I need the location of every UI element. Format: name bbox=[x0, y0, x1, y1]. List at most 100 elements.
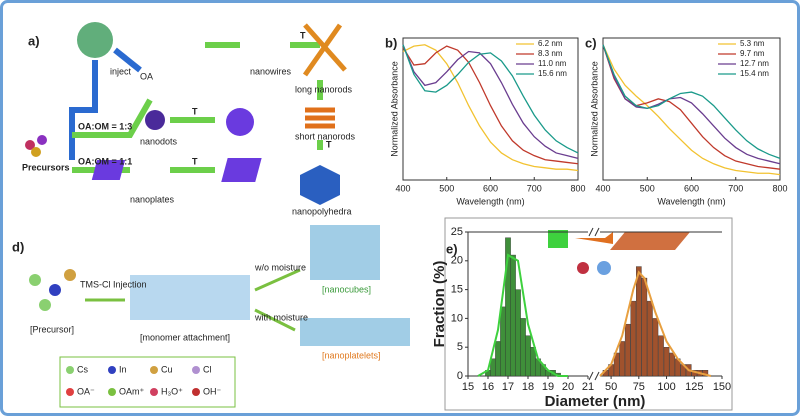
panel-label: c) bbox=[585, 35, 597, 50]
icon-molecule bbox=[577, 262, 589, 274]
panel-a: a) inject OA OA:OM = 1:3 OA:OM = 1:1 Pre… bbox=[22, 22, 356, 216]
atom bbox=[64, 269, 76, 281]
x-tick-label: 800 bbox=[772, 183, 787, 193]
label: with moisture bbox=[254, 312, 308, 322]
y-tick-label: 20 bbox=[451, 255, 463, 267]
icon-cube bbox=[548, 230, 568, 248]
nanodot bbox=[145, 110, 165, 130]
legend-swatch bbox=[66, 366, 74, 374]
label: nanowires bbox=[250, 66, 292, 76]
panel-label: b) bbox=[385, 35, 397, 50]
fit-line bbox=[477, 253, 568, 377]
bar bbox=[613, 352, 620, 377]
label: long nanorods bbox=[295, 84, 353, 94]
label: nanoplates bbox=[130, 194, 175, 204]
x-axis-label: Wavelength (nm) bbox=[657, 196, 725, 206]
x-axis-label: Wavelength (nm) bbox=[456, 196, 524, 206]
legend-label: Cl bbox=[203, 364, 212, 374]
icon-arrow bbox=[575, 232, 613, 244]
legend-label: OA⁻ bbox=[77, 386, 95, 396]
x-tick-label: 500 bbox=[439, 183, 454, 193]
label: nanopolyhedra bbox=[292, 206, 352, 216]
x-tick-label: 600 bbox=[483, 183, 498, 193]
x-tick-label: 700 bbox=[527, 183, 542, 193]
y-tick-label: 0 bbox=[457, 370, 463, 382]
bar bbox=[658, 335, 664, 377]
x-tick-label: 15 bbox=[462, 381, 474, 393]
line bbox=[602, 44, 781, 165]
x-tick-label: 700 bbox=[728, 183, 743, 193]
bar bbox=[520, 318, 526, 377]
label: OA:OM = 1:1 bbox=[78, 156, 132, 166]
x-tick-label: 21 bbox=[582, 381, 594, 393]
legend-label: OAm⁺ bbox=[119, 386, 145, 396]
label: w/o moisture bbox=[254, 262, 306, 272]
label: T bbox=[192, 156, 198, 166]
x-tick-label: 400 bbox=[595, 183, 610, 193]
x-tick-label: 150 bbox=[713, 381, 731, 393]
line bbox=[402, 44, 579, 172]
legend-swatch bbox=[108, 366, 116, 374]
bar bbox=[500, 306, 506, 377]
nanorod bbox=[302, 23, 347, 77]
monomers bbox=[130, 275, 250, 320]
x-tick-label: 75 bbox=[633, 381, 645, 393]
x-tick-label: 16 bbox=[482, 381, 494, 393]
legend-label: 15.4 nm bbox=[740, 69, 769, 78]
bar bbox=[530, 347, 536, 377]
icon-molecule bbox=[597, 261, 611, 275]
nanoplate bbox=[91, 160, 126, 180]
bar bbox=[663, 347, 670, 377]
legend-label: In bbox=[119, 364, 127, 374]
legend-swatch bbox=[192, 388, 200, 396]
nanodot bbox=[226, 108, 254, 136]
label: [nanocubes] bbox=[322, 284, 371, 294]
legend-swatch bbox=[108, 388, 116, 396]
x-tick-label: 800 bbox=[570, 183, 585, 193]
panel-label: e) bbox=[446, 241, 458, 256]
legend-swatch bbox=[150, 366, 158, 374]
label: OA:OM = 1:3 bbox=[78, 121, 132, 131]
x-tick-label: 500 bbox=[640, 183, 655, 193]
line bbox=[402, 44, 579, 159]
line bbox=[602, 44, 781, 159]
bar bbox=[641, 277, 648, 377]
y-axis-label: Normalized Absorbance bbox=[589, 61, 599, 157]
line bbox=[402, 44, 579, 154]
arrow bbox=[85, 268, 301, 332]
legend-label: Cs bbox=[77, 364, 88, 374]
bar bbox=[652, 318, 659, 377]
label: inject bbox=[110, 66, 132, 76]
cluster bbox=[77, 22, 113, 58]
y-tick-label: 25 bbox=[451, 226, 463, 238]
label: nanodots bbox=[140, 136, 178, 146]
bar bbox=[515, 289, 521, 377]
legend-label: Cu bbox=[161, 364, 173, 374]
panel-label: d) bbox=[12, 239, 24, 254]
y-axis-label: Fraction (%) bbox=[431, 261, 448, 348]
legend-label: OH⁻ bbox=[203, 386, 222, 396]
x-tick-label: 100 bbox=[657, 381, 675, 393]
bar bbox=[647, 300, 653, 377]
legend-label: 5.3 nm bbox=[740, 39, 765, 48]
line bbox=[602, 44, 781, 170]
label: Precursors bbox=[22, 162, 70, 172]
panel-e-box bbox=[444, 217, 733, 411]
x-tick-label: 19 bbox=[542, 381, 554, 393]
x-tick-label: 125 bbox=[685, 381, 703, 393]
legend-label: 9.7 nm bbox=[740, 49, 765, 58]
x-tick-label: 18 bbox=[522, 381, 534, 393]
fit-line bbox=[599, 270, 712, 377]
legend-box bbox=[59, 356, 236, 408]
nanocube bbox=[310, 225, 380, 280]
bar bbox=[636, 266, 642, 377]
x-tick-label: 400 bbox=[395, 183, 410, 193]
legend-label: 15.6 nm bbox=[538, 69, 567, 78]
nanorod bbox=[305, 107, 335, 129]
line bbox=[602, 44, 781, 176]
legend-swatch bbox=[192, 366, 200, 374]
bar bbox=[495, 341, 501, 377]
y-tick-label: 5 bbox=[457, 341, 463, 353]
bar bbox=[669, 352, 675, 377]
